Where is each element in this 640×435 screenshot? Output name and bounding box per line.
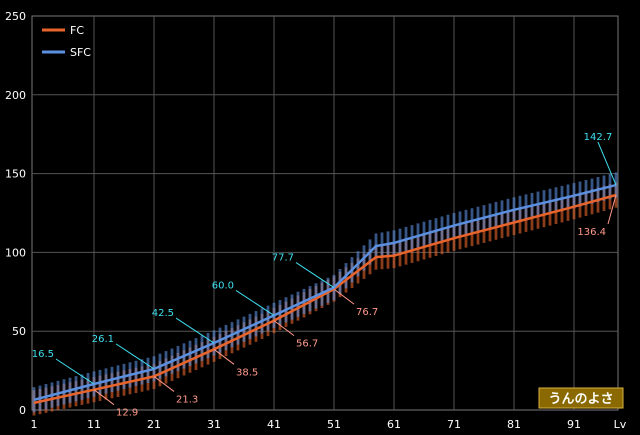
data-label-sfc: 16.5 (32, 349, 54, 360)
plot-area (31, 15, 619, 411)
x-tick-label: 11 (87, 418, 101, 431)
data-label-sfc: 60.0 (212, 280, 234, 291)
data-label-fc: 76.7 (356, 307, 378, 318)
annotation-leader (597, 141, 617, 186)
annotation-leader (235, 290, 275, 316)
y-tick-label: 50 (12, 325, 26, 338)
annotation-leader (55, 358, 95, 385)
annotation-leader (115, 343, 155, 370)
annotation-leader (273, 320, 295, 337)
watermark-text: うんのよさ (548, 392, 613, 407)
y-tick-label: 250 (5, 10, 26, 23)
annotation-leader (153, 376, 175, 392)
annotation-leader (175, 317, 215, 344)
x-tick-label: Lv (614, 418, 627, 431)
annotation-leader (93, 389, 115, 406)
data-label-sfc: 26.1 (92, 334, 114, 345)
y-tick-label: 200 (5, 89, 26, 102)
data-label-fc: 12.9 (116, 408, 138, 419)
annotation-leader (295, 262, 335, 288)
x-tick-label: 31 (207, 418, 221, 431)
x-tick-label: 51 (327, 418, 341, 431)
annotation-leader (607, 194, 617, 225)
legend-label-fc: FC (70, 24, 84, 37)
data-label-fc: 38.5 (236, 367, 258, 378)
x-tick-label: 91 (567, 418, 581, 431)
data-label-sfc: 77.7 (272, 253, 294, 264)
watermark: うんのよさ (538, 387, 624, 409)
grid (32, 16, 618, 410)
x-tick-label: 1 (31, 418, 38, 431)
y-tick-label: 150 (5, 168, 26, 181)
data-label-sfc: 42.5 (152, 308, 174, 319)
x-tick-label: 71 (447, 418, 461, 431)
y-tick-label: 100 (5, 246, 26, 259)
series-line-fc (33, 193, 617, 405)
data-label-fc: 21.3 (176, 394, 198, 405)
y-tick-label: 0 (19, 404, 26, 417)
annotation-leader (333, 288, 355, 305)
series-lines (33, 183, 617, 405)
data-label-fc: 136.4 (577, 227, 606, 238)
x-tick-label: 61 (387, 418, 401, 431)
annotation-leader (213, 348, 235, 365)
x-tick-label: 41 (267, 418, 281, 431)
legend: FC SFC (42, 24, 91, 59)
legend-label-sfc: SFC (70, 46, 91, 59)
data-label-fc: 56.7 (296, 339, 318, 350)
series-line-sfc (33, 183, 617, 402)
x-tick-label: 81 (507, 418, 521, 431)
watermark-bg (538, 387, 624, 409)
data-label-sfc: 142.7 (584, 132, 613, 143)
x-tick-label: 21 (147, 418, 161, 431)
annotations: 16.5 26.1 42.5 60.0 77.7 142.7 12.9 21.3 38.5 56.… (32, 132, 617, 419)
